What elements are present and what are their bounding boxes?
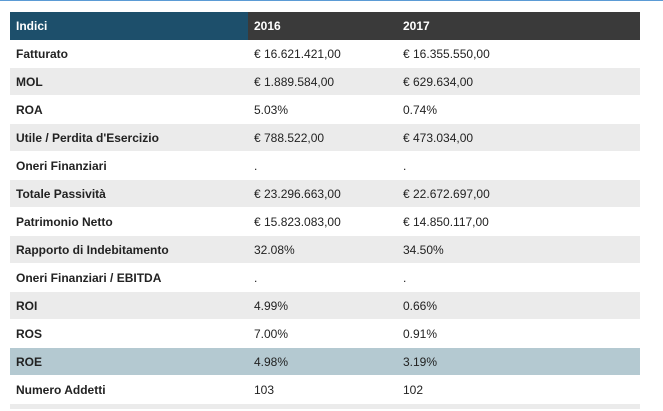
- row-label: Rapporto di Indebitamento: [10, 235, 248, 264]
- table-row: MOL € 1.889.584,00 € 629.634,00: [10, 67, 640, 96]
- row-label: ROS: [10, 319, 248, 348]
- value-2016: € 23.296.663,00: [248, 179, 397, 208]
- table-row-highlighted: ROE 4.98% 3.19%: [10, 347, 640, 376]
- partial-cell: [10, 403, 248, 410]
- value-2017: € 14.850.117,00: [397, 207, 640, 236]
- value-2017: € 16.355.550,00: [397, 40, 640, 68]
- value-2016: € 788.522,00: [248, 123, 397, 152]
- top-divider: [0, 0, 663, 1]
- row-label: Patrimonio Netto: [10, 207, 248, 236]
- value-2016: 32.08%: [248, 235, 397, 264]
- table-row: Rapporto di Indebitamento 32.08% 34.50%: [10, 235, 640, 264]
- value-2017: .: [397, 263, 640, 292]
- value-2017: 0.66%: [397, 291, 640, 320]
- value-2016: 5.03%: [248, 95, 397, 124]
- value-2017: 0.74%: [397, 95, 640, 124]
- value-2017: 3.19%: [397, 347, 640, 376]
- partial-cell: [248, 403, 397, 410]
- row-label: ROA: [10, 95, 248, 124]
- partial-cell: [397, 403, 640, 410]
- table-row: Utile / Perdita d'Esercizio € 788.522,00…: [10, 123, 640, 152]
- table-row-partial: [10, 403, 640, 410]
- row-label: ROE: [10, 347, 248, 376]
- header-2017: 2017: [397, 12, 640, 40]
- row-label: Fatturato: [10, 40, 248, 68]
- value-2017: € 629.634,00: [397, 67, 640, 96]
- value-2017: 0.91%: [397, 319, 640, 348]
- value-2016: 103: [248, 375, 397, 404]
- value-2016: € 15.823.083,00: [248, 207, 397, 236]
- value-2016: .: [248, 151, 397, 180]
- value-2016: € 16.621.421,00: [248, 40, 397, 68]
- table-header: Indici 2016 2017: [10, 12, 640, 40]
- header-row: Indici 2016 2017: [10, 12, 640, 40]
- value-2016: 7.00%: [248, 319, 397, 348]
- row-label: Oneri Finanziari / EBITDA: [10, 263, 248, 292]
- value-2016: .: [248, 263, 397, 292]
- table-body: Fatturato € 16.621.421,00 € 16.355.550,0…: [10, 40, 640, 410]
- financial-indices-table-container: Indici 2016 2017 Fatturato € 16.621.421,…: [10, 12, 640, 410]
- value-2017: 102: [397, 375, 640, 404]
- table-row: Patrimonio Netto € 15.823.083,00 € 14.85…: [10, 207, 640, 236]
- table-row: ROA 5.03% 0.74%: [10, 95, 640, 124]
- row-label: ROI: [10, 291, 248, 320]
- table-row: Fatturato € 16.621.421,00 € 16.355.550,0…: [10, 40, 640, 68]
- row-label: Numero Addetti: [10, 375, 248, 404]
- value-2017: € 22.672.697,00: [397, 179, 640, 208]
- table-row: ROI 4.99% 0.66%: [10, 291, 640, 320]
- row-label: Oneri Finanziari: [10, 151, 248, 180]
- table-row: Oneri Finanziari / EBITDA . .: [10, 263, 640, 292]
- table-row: Numero Addetti 103 102: [10, 375, 640, 404]
- value-2017: .: [397, 151, 640, 180]
- financial-indices-table: Indici 2016 2017 Fatturato € 16.621.421,…: [10, 12, 640, 410]
- value-2016: 4.98%: [248, 347, 397, 376]
- header-2016: 2016: [248, 12, 397, 40]
- value-2017: € 473.034,00: [397, 123, 640, 152]
- table-row: ROS 7.00% 0.91%: [10, 319, 640, 348]
- row-label: Utile / Perdita d'Esercizio: [10, 123, 248, 152]
- value-2016: 4.99%: [248, 291, 397, 320]
- row-label: Totale Passività: [10, 179, 248, 208]
- row-label: MOL: [10, 67, 248, 96]
- value-2016: € 1.889.584,00: [248, 67, 397, 96]
- header-indici: Indici: [10, 12, 248, 40]
- value-2017: 34.50%: [397, 235, 640, 264]
- table-row: Totale Passività € 23.296.663,00 € 22.67…: [10, 179, 640, 208]
- table-row: Oneri Finanziari . .: [10, 151, 640, 180]
